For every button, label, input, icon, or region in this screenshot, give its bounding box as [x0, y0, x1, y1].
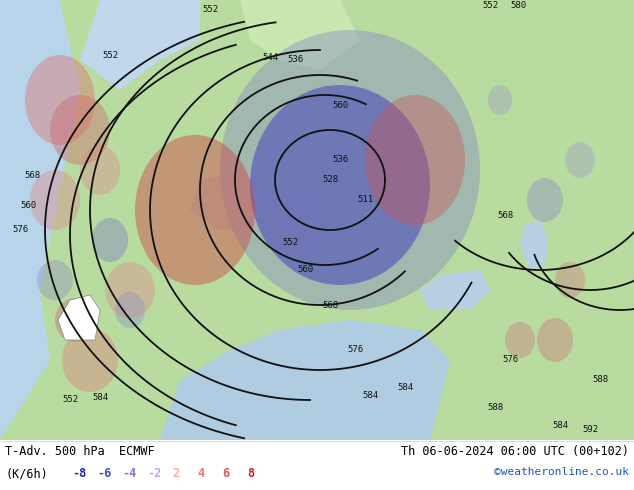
Polygon shape — [240, 0, 360, 70]
Text: 584: 584 — [552, 420, 568, 430]
Text: -8: -8 — [72, 467, 86, 480]
Ellipse shape — [55, 298, 95, 342]
Ellipse shape — [488, 85, 512, 115]
Polygon shape — [0, 0, 634, 440]
Text: 8: 8 — [247, 467, 254, 480]
Text: 588: 588 — [592, 375, 608, 385]
Polygon shape — [265, 190, 330, 255]
Text: 4: 4 — [197, 467, 204, 480]
Text: 536: 536 — [332, 155, 348, 165]
Text: 584: 584 — [397, 384, 413, 392]
Text: 568: 568 — [497, 211, 513, 220]
Polygon shape — [420, 270, 490, 310]
Ellipse shape — [135, 135, 255, 285]
Text: 576: 576 — [502, 356, 518, 365]
Ellipse shape — [105, 262, 155, 318]
Polygon shape — [190, 170, 270, 230]
Ellipse shape — [555, 262, 585, 298]
Text: 552: 552 — [482, 0, 498, 9]
Text: 584: 584 — [362, 391, 378, 399]
Ellipse shape — [115, 292, 145, 328]
Text: 2: 2 — [172, 467, 179, 480]
Text: 6: 6 — [222, 467, 229, 480]
Ellipse shape — [220, 30, 480, 310]
Text: 544: 544 — [262, 53, 278, 63]
Ellipse shape — [92, 218, 128, 262]
Text: 560: 560 — [20, 200, 36, 210]
Polygon shape — [58, 295, 100, 340]
Text: (K/6h): (K/6h) — [5, 467, 48, 480]
Text: 560: 560 — [297, 266, 313, 274]
Polygon shape — [0, 0, 80, 440]
Ellipse shape — [50, 95, 110, 165]
Text: 552: 552 — [282, 238, 298, 246]
Ellipse shape — [37, 260, 73, 300]
Ellipse shape — [527, 178, 563, 222]
Text: -6: -6 — [97, 467, 111, 480]
Ellipse shape — [25, 55, 95, 145]
Text: 560: 560 — [332, 100, 348, 109]
Text: 552: 552 — [62, 395, 78, 405]
Polygon shape — [520, 220, 548, 270]
Text: -2: -2 — [147, 467, 161, 480]
Text: 576: 576 — [12, 225, 28, 235]
Text: 568: 568 — [322, 300, 338, 310]
Text: 580: 580 — [510, 0, 526, 9]
Text: 552: 552 — [202, 5, 218, 15]
Polygon shape — [0, 440, 634, 490]
Text: 528: 528 — [322, 175, 338, 185]
Text: Th 06-06-2024 06:00 UTC (00+102): Th 06-06-2024 06:00 UTC (00+102) — [401, 445, 629, 458]
Text: 511: 511 — [357, 196, 373, 204]
Ellipse shape — [505, 322, 535, 358]
Text: ©weatheronline.co.uk: ©weatheronline.co.uk — [494, 467, 629, 477]
Ellipse shape — [80, 145, 120, 195]
Text: 592: 592 — [582, 425, 598, 435]
Text: T-Adv. 500 hPa  ECMWF: T-Adv. 500 hPa ECMWF — [5, 445, 155, 458]
Ellipse shape — [250, 85, 430, 285]
Ellipse shape — [537, 318, 573, 362]
Ellipse shape — [565, 142, 595, 178]
Text: 536: 536 — [287, 55, 303, 65]
Text: 568: 568 — [24, 171, 40, 179]
Ellipse shape — [30, 170, 80, 230]
Polygon shape — [80, 0, 200, 90]
Text: 552: 552 — [102, 50, 118, 59]
Ellipse shape — [62, 328, 118, 392]
Text: 588: 588 — [487, 403, 503, 413]
Ellipse shape — [365, 95, 465, 225]
Text: 584: 584 — [92, 393, 108, 402]
Text: 576: 576 — [347, 345, 363, 354]
Text: -4: -4 — [122, 467, 136, 480]
Polygon shape — [160, 320, 450, 440]
